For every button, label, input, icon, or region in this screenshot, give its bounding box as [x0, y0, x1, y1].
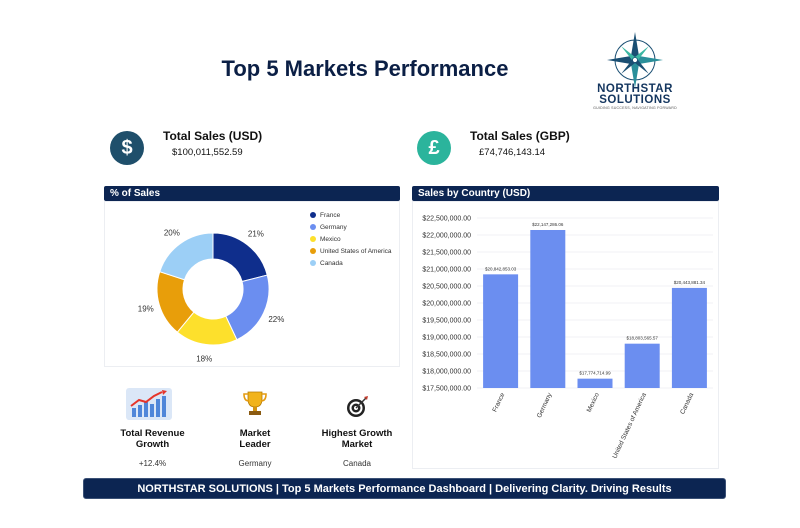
dollar-icon: $ — [110, 131, 144, 165]
bar-panel-title: Sales by Country (USD) — [412, 186, 719, 201]
y-tick-label: $18,500,000.00 — [422, 352, 471, 359]
y-tick-label: $21,500,000.00 — [422, 250, 471, 257]
metric-revenue-growth-value: +12.4% — [138, 459, 167, 468]
bar-canada — [671, 287, 707, 388]
pie-label-germany: 22% — [268, 315, 284, 324]
page-title: Top 5 Markets Performance — [221, 56, 509, 81]
metric-market-leader-label-2: Leader — [239, 439, 271, 450]
bar-france — [483, 274, 519, 388]
metric-revenue-growth-label-2: Growth — [135, 439, 170, 450]
logo-name-line2: SOLUTIONS — [599, 94, 671, 106]
legend-label-france: France — [320, 212, 341, 219]
x-tick-label-france: France — [492, 392, 507, 414]
pie-label-mexico: 18% — [196, 354, 212, 363]
metric-market-leader-value: Germany — [238, 459, 272, 468]
pie-label-france: 21% — [248, 230, 264, 239]
x-tick-label-canada: Canada — [679, 392, 695, 416]
y-tick-label: $21,000,000.00 — [422, 267, 471, 274]
legend-swatch-united-states-of-america — [310, 248, 316, 254]
bar-germany — [530, 229, 566, 388]
legend-swatch-mexico — [310, 236, 316, 242]
compass-logo-icon — [607, 32, 663, 88]
y-tick-label: $18,000,000.00 — [422, 369, 471, 376]
bar-panel: $17,500,000.00 $18,000,000.00 $18,500,000.… — [412, 201, 719, 469]
growth-chart-icon — [126, 388, 172, 420]
pie-panel: 21% 22% 18% 19% 20% — [104, 201, 400, 367]
bar-united-states-of-america — [624, 343, 660, 388]
metric-highest-growth-label-2: Market — [341, 439, 373, 450]
metric-revenue-growth-label-1: Total Revenue — [120, 428, 185, 439]
legend-item-united-states-of-america: United States of America — [310, 247, 392, 259]
metric-highest-growth-value: Canada — [342, 459, 372, 468]
metric-market-leader-label-1: Market — [239, 428, 271, 439]
legend-item-germany: Germany — [310, 223, 392, 235]
footer-banner: NORTHSTAR SOLUTIONS | Top 5 Markets Perf… — [83, 478, 726, 499]
legend-label-canada: Canada — [320, 260, 343, 267]
trophy-icon — [243, 391, 267, 415]
bar-mexico — [577, 378, 613, 388]
x-tick-label-mexico: Mexico — [586, 392, 601, 414]
pie-label-united-states-of-america: 19% — [138, 305, 154, 314]
kpi-usd-label: Total Sales (USD) — [163, 129, 263, 143]
legend-item-france: France — [310, 211, 392, 223]
bar-value-label-mexico: $17,774,714.99 — [579, 371, 611, 376]
donut-chart: 21% 22% 18% 19% 20% — [138, 228, 285, 363]
pie-legend: France Germany Mexico United States of Amer… — [310, 211, 392, 271]
bar-chart: $17,500,000.00 $18,000,000.00 $18,500,000.… — [422, 216, 713, 460]
pie-panel-title: % of Sales — [104, 186, 400, 201]
x-tick-label-germany: Germany — [536, 391, 554, 419]
y-tick-label: $22,000,000.00 — [422, 233, 471, 240]
legend-swatch-france — [310, 212, 316, 218]
y-tick-label: $19,000,000.00 — [422, 335, 471, 342]
pound-icon: £ — [417, 131, 451, 165]
bar-value-label-france: $20,842,853.03 — [485, 266, 517, 271]
pie-slice-france — [212, 232, 268, 283]
pie-slice-canada — [159, 232, 214, 281]
y-tick-label: $19,500,000.00 — [422, 318, 471, 325]
legend-label-germany: Germany — [320, 224, 347, 231]
metric-highest-growth-label-1: Highest Growth — [321, 428, 393, 439]
y-tick-label: $22,500,000.00 — [422, 216, 471, 223]
x-tick-label-united-states-of-america: United States of America — [611, 392, 648, 460]
y-tick-label: $20,000,000.00 — [422, 301, 471, 308]
logo-tagline: GUIDING SUCCESS, NAVIGATING FORWARD — [593, 106, 677, 110]
bar-value-label-united-states-of-america: $18,803,565.57 — [627, 336, 659, 341]
kpi-usd-value: $100,011,552.59 — [172, 147, 243, 158]
legend-swatch-canada — [310, 260, 316, 266]
legend-label-united-states-of-america: United States of America — [320, 248, 392, 255]
legend-item-canada: Canada — [310, 259, 392, 271]
pie-label-canada: 20% — [164, 228, 180, 237]
logo-name-line1: NORTHSTAR — [597, 83, 673, 95]
legend-item-mexico: Mexico — [310, 235, 392, 247]
y-tick-label: $20,500,000.00 — [422, 284, 471, 291]
y-tick-label: $17,500,000.00 — [422, 386, 471, 393]
bar-value-label-germany: $22,147,286.06 — [532, 222, 564, 227]
bar-value-label-canada: $20,443,881.34 — [674, 280, 706, 285]
legend-label-mexico: Mexico — [320, 236, 341, 243]
kpi-gbp-label: Total Sales (GBP) — [470, 129, 570, 143]
kpi-gbp-value: £74,746,143.14 — [479, 147, 546, 158]
legend-swatch-germany — [310, 224, 316, 230]
target-icon — [347, 396, 368, 417]
